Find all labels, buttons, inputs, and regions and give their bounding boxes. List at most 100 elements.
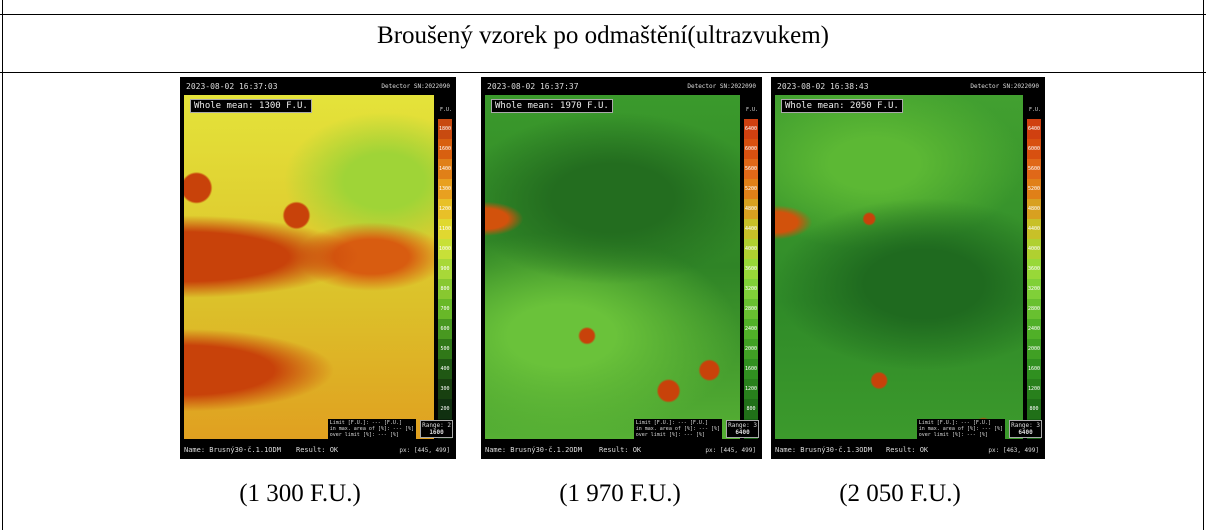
result: Result: OK [886, 446, 929, 454]
scale-label: 3200 [744, 279, 758, 299]
scale-label: 2800 [1027, 299, 1041, 319]
range: Range: 3 [728, 422, 757, 429]
scale-label: 2000 [1027, 339, 1041, 359]
scale-label: 4000 [1027, 239, 1041, 259]
scale-label: 4000 [744, 239, 758, 259]
scale-label: 300 [438, 379, 452, 399]
scale-label: 1300 [438, 179, 452, 199]
color-scale: 6400 6000 5600 5200 4800 4400 4000 3600 3200 2800… [1027, 119, 1041, 439]
limits: Limit [F.U.]: --- [F.U.] in max. area of … [633, 419, 722, 439]
screenshot: 2023-08-02 16:37:03 Detector SN:2022090 F.… [180, 77, 456, 459]
caption: (1 970 F.U.) [559, 480, 681, 507]
scale-label: 2800 [744, 299, 758, 319]
scale-label: 3200 [1027, 279, 1041, 299]
limit-line: in max. area of [%]: --- [%] [635, 426, 720, 432]
unit-label: F.U. [439, 107, 452, 113]
range-value: 1600 [429, 429, 444, 436]
scale-label: 500 [438, 339, 452, 359]
sample-name: Name: Brusný30-č.1.3ODM [775, 446, 872, 454]
scale-label: 1600 [438, 139, 452, 159]
heat-map [184, 95, 434, 439]
limits: Limit [F.U.]: --- [F.U.] in max. area of … [327, 419, 416, 439]
sample-name: Name: Brusný30-č.1.2ODM [485, 446, 582, 454]
screenshot: 2023-08-02 16:37:37 Detector SN:2022090 F.… [481, 77, 762, 459]
timestamp: 2023-08-02 16:37:03 [186, 82, 278, 91]
scale-label: 3600 [744, 259, 758, 279]
result: Result: OK [599, 446, 642, 454]
range: Range: 3 [1011, 422, 1040, 429]
scale-label: 400 [438, 359, 452, 379]
pixel-position: px: [463, 499] [988, 447, 1039, 454]
color-scale: 1800 1600 1400 1300 1200 1100 1000 900 800 700 600… [438, 119, 452, 439]
scale-label: 800 [438, 279, 452, 299]
heat-map [775, 95, 1023, 439]
timestamp: 2023-08-02 16:37:37 [487, 82, 579, 91]
scale-label: 600 [438, 319, 452, 339]
limit-line: in max. area of [%]: --- [%] [918, 426, 1003, 432]
limit-line: Limit [F.U.]: --- [F.U.] [635, 420, 708, 426]
whole-mean: Whole mean: 1300 F.U. [190, 99, 312, 113]
scale-label: 4800 [744, 199, 758, 219]
scale-label: 4400 [744, 219, 758, 239]
scale-label: 6000 [1027, 139, 1041, 159]
scale-label: 1400 [438, 159, 452, 179]
pixel-position: px: [445, 499] [399, 447, 450, 454]
limit-line: over limit [%]: --- [%] [918, 432, 988, 438]
range: Range: 2 [422, 422, 451, 429]
scale-label: 2400 [744, 319, 758, 339]
detector-sn: Detector SN:2022090 [381, 83, 450, 90]
range-value: 6400 [735, 429, 750, 436]
scale-label: 3600 [1027, 259, 1041, 279]
table-title: Broušený vzorek po odmaštění(ultrazvukem… [377, 22, 829, 49]
limits: Limit [F.U.]: --- [F.U.] in max. area of … [916, 419, 1005, 439]
scale-label: 6000 [744, 139, 758, 159]
scale-label: 2400 [1027, 319, 1041, 339]
scale-label: 700 [438, 299, 452, 319]
limit-line: in max. area of [%]: --- [%] [329, 426, 414, 432]
caption: (2 050 F.U.) [839, 480, 961, 507]
range-value: 6400 [1018, 429, 1033, 436]
whole-mean: Whole mean: 1970 F.U. [491, 99, 613, 113]
screenshot: 2023-08-02 16:38:43 Detector SN:2022090 F.… [771, 77, 1045, 459]
unit-label: F.U. [1028, 107, 1041, 113]
scale-label: 1200 [1027, 379, 1041, 399]
scale-label: 200 [438, 399, 452, 419]
scale-label: 1100 [438, 219, 452, 239]
range-box: Range: 2 1600 [420, 420, 453, 438]
heat-map [485, 95, 740, 439]
range-box: Range: 3 6400 [726, 420, 759, 438]
table-border [0, 14, 1206, 15]
caption: (1 300 F.U.) [239, 480, 361, 507]
result: Result: OK [296, 446, 339, 454]
scale-label: 4800 [1027, 199, 1041, 219]
detector-sn: Detector SN:2022090 [970, 83, 1039, 90]
scale-label: 1200 [438, 199, 452, 219]
table-border [2, 0, 3, 530]
timestamp: 2023-08-02 16:38:43 [777, 82, 869, 91]
sample-name: Name: Brusný30-č.1.1ODM [184, 446, 281, 454]
range-box: Range: 3 6400 [1009, 420, 1042, 438]
scale-label: 6400 [1027, 119, 1041, 139]
scale-label: 1600 [1027, 359, 1041, 379]
scale-label: 5200 [744, 179, 758, 199]
scale-label: 5600 [744, 159, 758, 179]
scale-label: 1600 [744, 359, 758, 379]
scale-label: 4400 [1027, 219, 1041, 239]
scale-label: 900 [438, 259, 452, 279]
limit-line: Limit [F.U.]: --- [F.U.] [918, 420, 991, 426]
scale-label: 5600 [1027, 159, 1041, 179]
limit-line: over limit [%]: --- [%] [635, 432, 705, 438]
scale-label: 6400 [744, 119, 758, 139]
table-border [1203, 0, 1204, 530]
scale-label: 5200 [1027, 179, 1041, 199]
table-border [0, 72, 1206, 73]
limit-line: Limit [F.U.]: --- [F.U.] [329, 420, 402, 426]
whole-mean: Whole mean: 2050 F.U. [781, 99, 903, 113]
limit-line: over limit [%]: --- [%] [329, 432, 399, 438]
pixel-position: px: [445, 499] [705, 447, 756, 454]
scale-label: 2000 [744, 339, 758, 359]
color-scale: 6400 6000 5600 5200 4800 4400 4000 3600 3200 2800… [744, 119, 758, 439]
scale-label: 800 [744, 399, 758, 419]
scale-label: 1800 [438, 119, 452, 139]
